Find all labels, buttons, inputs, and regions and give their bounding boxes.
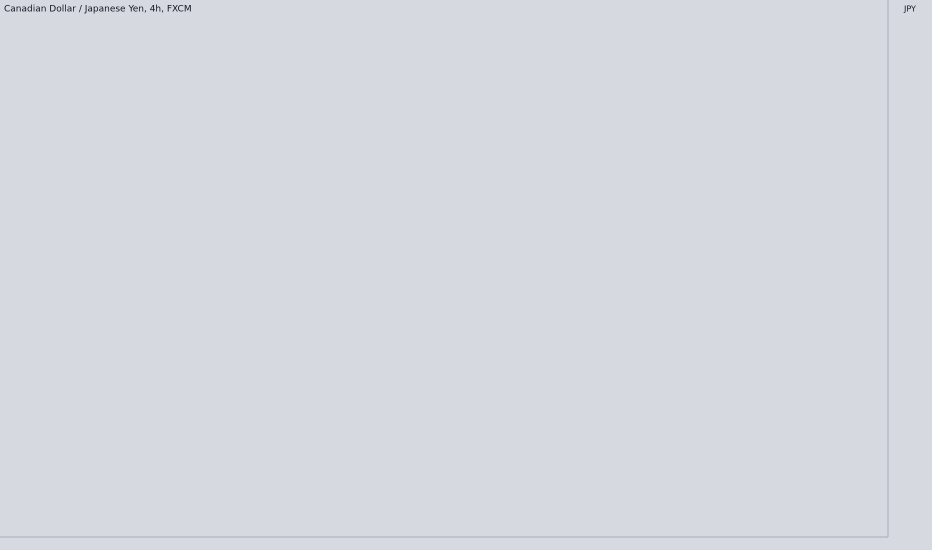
chart-title: Canadian Dollar / Japanese Yen, 4h, FXCM <box>4 5 192 15</box>
y-unit: JPY <box>903 5 916 14</box>
